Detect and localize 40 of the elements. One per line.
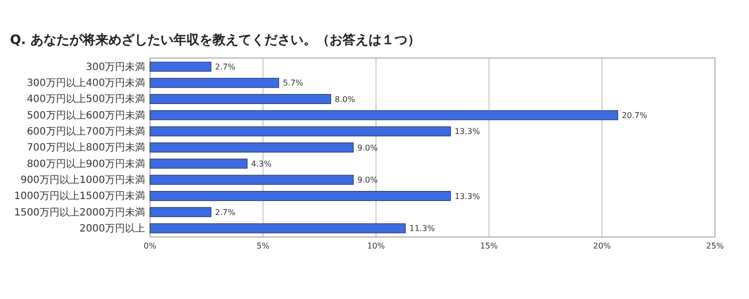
bar xyxy=(150,158,248,169)
y-tick-label: 2000万円以上 xyxy=(80,222,145,234)
bar xyxy=(150,142,354,152)
x-tick-label: 5% xyxy=(256,242,270,251)
data-label: 11.3% xyxy=(409,224,436,234)
y-tick-label: 700万円以上800万円未満 xyxy=(26,142,145,154)
y-tick-label: 800万円以上900万円未満 xyxy=(26,158,145,170)
bar xyxy=(150,110,618,120)
x-tick-label: 25% xyxy=(706,242,724,251)
data-label: 20.7% xyxy=(622,110,648,120)
bar xyxy=(150,62,212,72)
data-label: 9.0% xyxy=(357,143,378,152)
data-label: 9.0% xyxy=(357,176,378,185)
x-tick-label: 15% xyxy=(480,242,498,251)
y-tick-label: 600万円以上700万円未満 xyxy=(26,126,145,138)
y-tick-label: 500万円以上600万円未満 xyxy=(26,109,145,122)
data-label: 8.0% xyxy=(334,94,356,104)
bar xyxy=(150,207,212,218)
chart-title: Q. あなたが将来めざしたい年収を教えてください。（お答えは１つ） xyxy=(10,33,421,48)
bar xyxy=(150,223,406,234)
x-tick-label: 10% xyxy=(367,242,386,251)
bar xyxy=(150,191,451,201)
x-tick-label: 0% xyxy=(144,242,157,251)
data-label: 13.3% xyxy=(454,127,480,136)
y-tick-label: 900万円以上1000万円未満 xyxy=(20,174,145,186)
bar xyxy=(150,94,332,104)
data-label: 5.7% xyxy=(282,78,304,88)
data-label: 4.3% xyxy=(251,159,272,168)
data-label: 13.3% xyxy=(454,192,480,201)
data-label: 2.7% xyxy=(215,62,236,72)
y-tick-label: 1000万円以上1500万円未満 xyxy=(14,190,145,202)
data-label: 2.7% xyxy=(215,208,236,217)
y-tick-label: 300万円以上400万円未満 xyxy=(26,77,145,90)
x-tick-label: 20% xyxy=(593,242,612,251)
y-tick-label: 1500万円以上2000万円未満 xyxy=(14,206,145,218)
y-tick-label: 300万円未満 xyxy=(86,60,145,73)
y-tick-label: 400万円以上500万円未満 xyxy=(26,93,145,106)
bar xyxy=(150,78,280,88)
bar xyxy=(150,174,354,185)
bar xyxy=(150,126,451,136)
